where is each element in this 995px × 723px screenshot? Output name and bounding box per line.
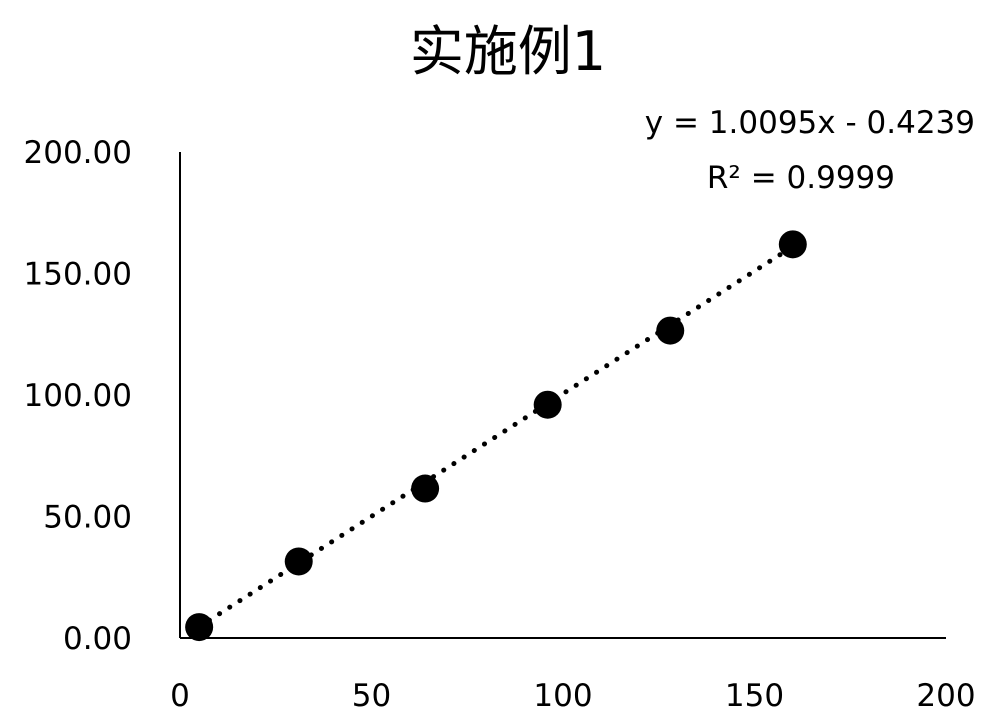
- x-tick-label: 150: [725, 678, 784, 714]
- data-point: [411, 475, 439, 503]
- data-point: [779, 230, 807, 258]
- y-tick-label: 150.00: [24, 257, 132, 293]
- x-axis-tick-labels: 0 50 100 150 200: [170, 678, 975, 714]
- data-point: [534, 391, 562, 419]
- y-tick-label: 50.00: [43, 500, 132, 536]
- y-tick-label: 100.00: [24, 378, 132, 414]
- data-point: [656, 317, 684, 345]
- data-point: [285, 547, 313, 575]
- trendline-equation: y = 1.0095x - 0.4239: [645, 105, 975, 141]
- y-tick-label: 0.00: [63, 621, 132, 657]
- y-axis-tick-labels: 0.00 50.00 100.00 150.00 200.00: [24, 135, 132, 657]
- x-tick-label: 50: [352, 678, 391, 714]
- x-tick-label: 200: [916, 678, 975, 714]
- data-point: [185, 613, 213, 641]
- r-squared-label: R² = 0.9999: [707, 160, 895, 196]
- chart-title: 实施例1: [410, 20, 606, 83]
- y-tick-label: 200.00: [24, 135, 132, 171]
- x-tick-label: 100: [533, 678, 592, 714]
- x-tick-label: 0: [170, 678, 190, 714]
